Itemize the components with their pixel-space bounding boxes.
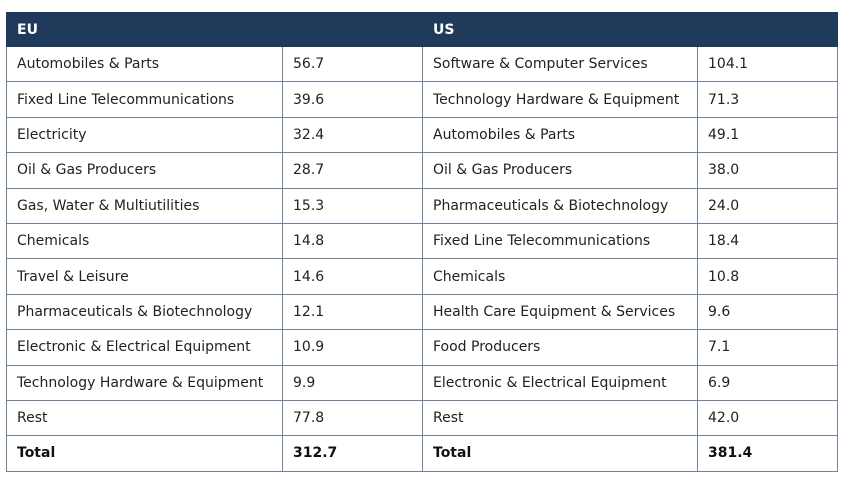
value-cell: 15.3 (282, 187, 423, 224)
data-row: Pharmaceuticals & Biotechnology 12.1 Healt… (6, 293, 839, 331)
sector-table: EU US Automobiles & Parts 56.7 Software & … (6, 12, 839, 472)
total-row: Total 312.7 Total 381.4 (6, 435, 839, 472)
sector-cell: Pharmaceuticals & Biotechnology (6, 293, 283, 331)
value-cell: 77.8 (282, 399, 423, 437)
sector-cell: Technology Hardware & Equipment (422, 81, 698, 118)
sector-cell: Technology Hardware & Equipment (6, 364, 283, 401)
value-cell: 381.4 (696, 435, 839, 472)
value-cell: 14.8 (282, 222, 423, 260)
sector-cell: Chemicals (6, 222, 283, 260)
value-cell: 49.1 (696, 116, 839, 154)
data-row: Electricity 32.4 Automobiles & Parts 49.1 (6, 116, 839, 154)
sector-cell: Electronic & Electrical Equipment (6, 329, 283, 366)
sector-cell: Total (6, 435, 283, 472)
value-cell: 42.0 (696, 399, 839, 437)
data-row: Rest 77.8 Rest 42.0 (6, 399, 839, 437)
data-row: Automobiles & Parts 56.7 Software & Comput… (6, 45, 839, 83)
sector-cell: Health Care Equipment & Services (422, 293, 698, 331)
sector-cell: Gas, Water & Multiutilities (6, 187, 283, 224)
value-cell: 7.1 (696, 329, 839, 366)
sector-cell: Total (422, 435, 698, 472)
value-cell: 12.1 (282, 293, 423, 331)
value-cell: 71.3 (696, 81, 839, 118)
value-cell: 32.4 (282, 116, 423, 154)
value-cell: 6.9 (696, 364, 839, 401)
value-cell: 9.9 (282, 364, 423, 401)
table-body: Automobiles & Parts 56.7 Software & Comput… (6, 45, 839, 472)
sector-cell: Rest (422, 399, 698, 437)
value-cell: 10.8 (696, 258, 839, 295)
value-cell: 28.7 (282, 152, 423, 189)
data-row: Fixed Line Telecommunications 39.6 Technol… (6, 81, 839, 118)
value-cell: 312.7 (282, 435, 423, 472)
sector-cell: Rest (6, 399, 283, 437)
value-cell: 14.6 (282, 258, 423, 295)
data-row: Gas, Water & Multiutilities 15.3 Pharmaceu… (6, 187, 839, 224)
data-row: Chemicals 14.8 Fixed Line Telecommunicatio… (6, 222, 839, 260)
header-cell: US (421, 12, 839, 47)
sector-cell: Oil & Gas Producers (422, 152, 698, 189)
sector-cell: Automobiles & Parts (6, 45, 283, 83)
sector-cell: Electricity (6, 116, 283, 154)
header-cell: EU (6, 12, 423, 47)
data-row: Travel & Leisure 14.6 Chemicals 10.8 (6, 258, 839, 295)
sector-cell: Pharmaceuticals & Biotechnology (422, 187, 698, 224)
sector-cell: Automobiles & Parts (422, 116, 698, 154)
value-cell: 18.4 (696, 222, 839, 260)
sector-cell: Food Producers (422, 329, 698, 366)
sector-cell: Electronic & Electrical Equipment (422, 364, 698, 401)
value-cell: 24.0 (696, 187, 839, 224)
value-cell: 10.9 (282, 329, 423, 366)
sector-cell: Fixed Line Telecommunications (6, 81, 283, 118)
data-row: Electronic & Electrical Equipment 10.9 Foo… (6, 329, 839, 366)
sector-cell: Oil & Gas Producers (6, 152, 283, 189)
table-head: EU US (6, 12, 839, 47)
header-row: EU US (6, 12, 839, 47)
data-row: Oil & Gas Producers 28.7 Oil & Gas Produce… (6, 152, 839, 189)
sector-cell: Travel & Leisure (6, 258, 283, 295)
value-cell: 9.6 (696, 293, 839, 331)
value-cell: 39.6 (282, 81, 423, 118)
value-cell: 56.7 (282, 45, 423, 83)
value-cell: 38.0 (696, 152, 839, 189)
data-row: Technology Hardware & Equipment 9.9 Electr… (6, 364, 839, 401)
sector-cell: Software & Computer Services (422, 45, 698, 83)
value-cell: 104.1 (696, 45, 839, 83)
sector-cell: Fixed Line Telecommunications (422, 222, 698, 260)
sector-cell: Chemicals (422, 258, 698, 295)
